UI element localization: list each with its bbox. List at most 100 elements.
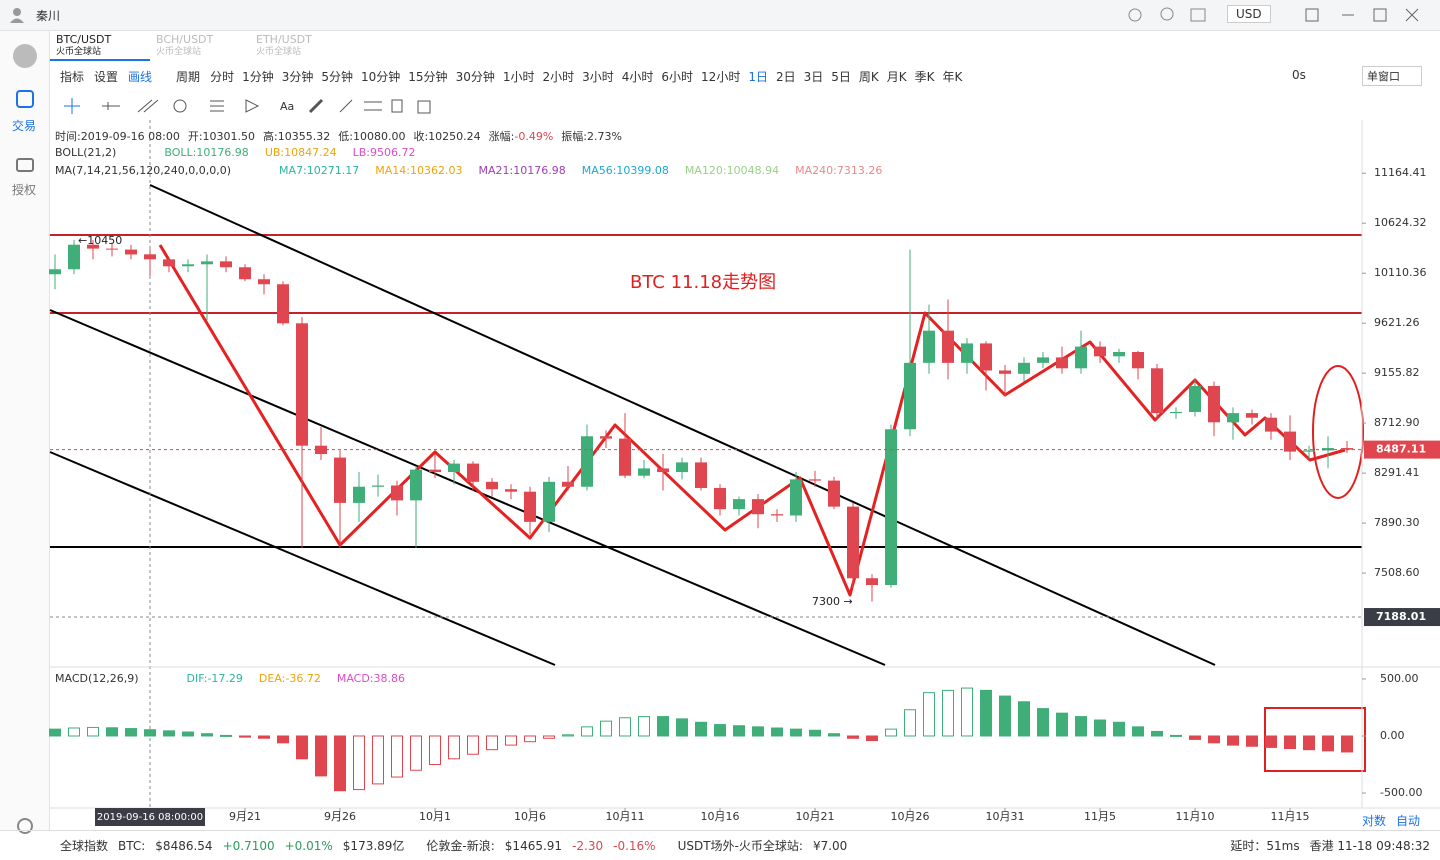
candle-body — [486, 481, 498, 490]
info-item: 高:10355.32 — [263, 130, 331, 143]
candle-body — [904, 362, 916, 430]
annotation: 7300 → — [812, 595, 853, 608]
macd-bar — [1284, 735, 1296, 750]
candle-body — [1037, 357, 1049, 363]
status-text: $173.89亿 — [342, 839, 405, 853]
macd-bar — [163, 730, 175, 737]
candle-body — [866, 578, 878, 586]
candle-body — [277, 284, 289, 324]
tab[interactable]: BCH/USDT 火币全球站 — [150, 31, 250, 61]
candle-body — [87, 244, 99, 249]
x-tick-label: 11月10 — [1176, 810, 1215, 823]
macd-bar — [790, 728, 802, 737]
period[interactable]: 10分钟 — [361, 69, 401, 84]
period[interactable]: 30分钟 — [455, 69, 495, 84]
macd-bar — [1246, 735, 1258, 747]
candle-body — [106, 248, 118, 250]
period[interactable]: 2小时 — [542, 69, 575, 84]
period[interactable]: 6小时 — [661, 69, 694, 84]
period[interactable]: 5分钟 — [321, 69, 353, 84]
tool[interactable]: 画线 — [128, 69, 153, 84]
period[interactable]: 分时 — [210, 69, 235, 84]
period[interactable]: 2日 — [775, 69, 796, 84]
period[interactable]: 5日 — [831, 69, 851, 84]
macd-bar — [1265, 735, 1277, 748]
candle-body — [923, 330, 935, 363]
period[interactable]: 1分钟 — [242, 69, 274, 84]
axis-button[interactable]: 自动 — [1396, 814, 1421, 828]
macd-bar — [106, 727, 118, 737]
period[interactable]: 15分钟 — [408, 69, 448, 84]
indicator-name: MA(7,14,21,56,120,240,0,0,0,0) — [55, 164, 232, 177]
candle-body — [619, 438, 631, 476]
period[interactable]: 3小时 — [582, 69, 614, 84]
info-label: 涨幅: — [488, 130, 515, 143]
indicator-value: BOLL:10176.98 — [164, 146, 249, 159]
text-tool[interactable]: Aa — [280, 100, 294, 113]
candle-body — [144, 254, 156, 260]
macd-bar — [1151, 730, 1163, 737]
macd-bar — [49, 728, 61, 737]
macd-bar — [1056, 712, 1068, 737]
nav-item[interactable]: 交易 — [12, 119, 37, 133]
trade-icon[interactable] — [15, 89, 35, 109]
axis-button[interactable]: 对数 — [1362, 814, 1387, 828]
period[interactable]: 1日 — [748, 69, 768, 84]
candle-body — [1341, 448, 1353, 450]
tool[interactable]: 设置 — [94, 69, 119, 84]
x-tick-label: 10月26 — [891, 810, 930, 823]
candle-body — [1189, 385, 1201, 412]
period[interactable]: 3日 — [803, 69, 824, 84]
period[interactable]: 月K — [886, 69, 907, 84]
window-select[interactable]: 单窗口 — [1362, 66, 1422, 86]
currency-select[interactable]: USD — [1227, 5, 1271, 23]
indicator-value: UB:10847.24 — [264, 146, 337, 159]
period[interactable]: 3分钟 — [281, 69, 314, 84]
tab[interactable]: BTC/USDT 火币全球站 — [50, 31, 150, 61]
macd-bar — [1303, 735, 1315, 751]
period-label: 周期 — [176, 69, 201, 84]
x-tick-label: 11月5 — [1084, 810, 1116, 823]
period[interactable]: 季K — [914, 69, 935, 84]
indicator-value: MA7:10271.17 — [279, 164, 360, 177]
macd-bar — [1322, 735, 1334, 752]
status-text: ¥7.00 — [812, 838, 848, 853]
auth-icon[interactable] — [15, 155, 35, 175]
window-controls[interactable] — [1300, 5, 1430, 25]
settings-icon[interactable] — [15, 816, 35, 836]
toolbar: 指标 设置 画线 周期 分时 1分钟 3分钟 5分钟 10分钟 15分钟 30分钟 1小时 2小… — [60, 66, 962, 86]
annotation: ←10450 — [78, 234, 122, 247]
macd-bar — [201, 733, 213, 737]
candle-body — [638, 468, 650, 476]
candle-body — [201, 261, 213, 265]
indicator-value: LB:9506.72 — [352, 146, 416, 159]
period[interactable]: 年K — [942, 69, 963, 84]
candle-body — [581, 436, 593, 487]
macd-bar — [87, 726, 99, 737]
status-text: $1465.91 — [504, 838, 563, 853]
period[interactable]: 4小时 — [621, 69, 654, 84]
macd-bar — [277, 735, 289, 744]
status-text: $8486.54 — [155, 838, 213, 853]
macd-bar — [771, 727, 783, 737]
candle-body — [49, 269, 61, 275]
period[interactable]: 1小时 — [502, 69, 535, 84]
macd-bar — [1037, 708, 1049, 737]
period[interactable]: 12小时 — [701, 69, 741, 84]
nav-item[interactable]: 授权 — [12, 183, 37, 197]
macd-bar — [239, 735, 251, 738]
candle-body — [1246, 413, 1258, 418]
tool[interactable]: 指标 — [60, 69, 85, 84]
candle-body — [372, 485, 384, 487]
period[interactable]: 周K — [858, 69, 879, 84]
candle-body — [1113, 351, 1125, 357]
tab[interactable]: ETH/USDT 火币全球站 — [250, 31, 350, 61]
candle-body — [448, 463, 460, 473]
drawing-tools[interactable]: Aa — [58, 94, 458, 118]
macd-bar — [904, 709, 916, 737]
macd-bar — [1075, 716, 1087, 737]
x-tick-label: 10月21 — [796, 810, 835, 823]
x-tick-label: 10月1 — [419, 810, 451, 823]
macd-bar — [353, 735, 365, 791]
